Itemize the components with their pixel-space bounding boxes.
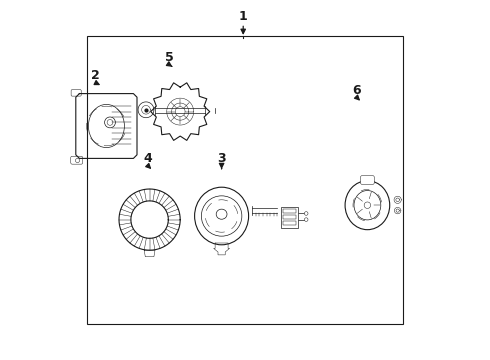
Text: 5: 5 (165, 51, 174, 64)
Text: 2: 2 (91, 69, 100, 82)
Ellipse shape (345, 181, 390, 230)
Bar (283, 209, 296, 213)
Text: 3: 3 (217, 152, 226, 165)
FancyBboxPatch shape (361, 176, 374, 184)
Bar (281, 207, 298, 228)
FancyBboxPatch shape (71, 90, 81, 96)
Ellipse shape (304, 212, 308, 215)
Ellipse shape (304, 218, 308, 221)
Text: 1: 1 (239, 10, 247, 23)
FancyBboxPatch shape (71, 156, 83, 164)
Bar (87, 36, 403, 324)
Bar (283, 215, 296, 219)
Bar (283, 221, 296, 225)
Ellipse shape (195, 187, 248, 245)
Text: 6: 6 (352, 84, 361, 96)
Text: 4: 4 (144, 152, 152, 165)
